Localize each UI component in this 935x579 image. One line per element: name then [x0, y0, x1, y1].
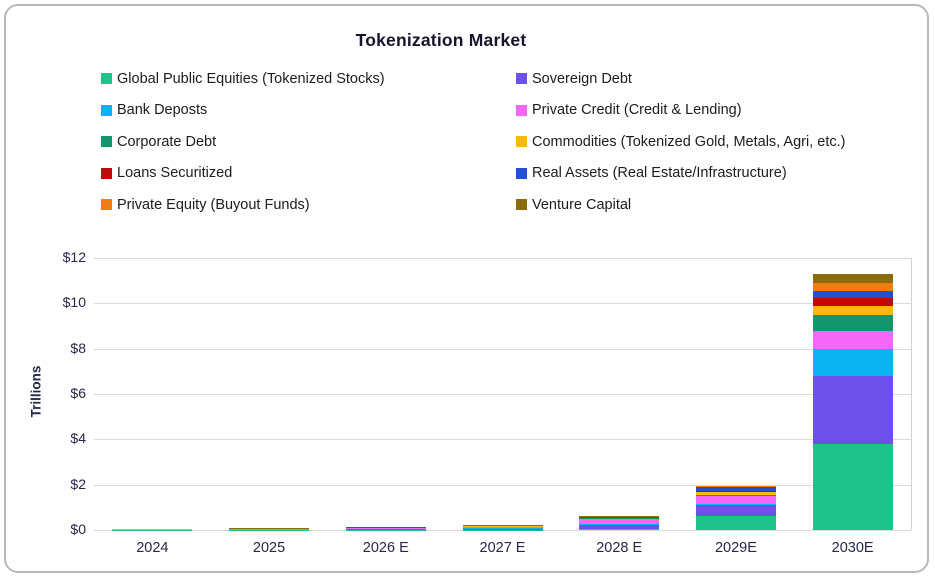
gridline	[94, 530, 911, 531]
gridline	[94, 348, 911, 350]
bar-segment	[812, 330, 893, 349]
gridline	[94, 303, 911, 305]
bar-segment	[812, 348, 893, 376]
legend-label: Commodities (Tokenized Gold, Metals, Agr…	[532, 133, 846, 150]
bar-segment	[695, 496, 776, 504]
legend-marker	[101, 199, 112, 210]
bar-2029E	[695, 485, 776, 530]
x-tick-label: 2030E	[831, 540, 874, 556]
x-tick-label: 2024	[136, 540, 169, 556]
legend-marker	[101, 73, 112, 84]
y-tick-label: $12	[62, 249, 86, 265]
legend-label: Global Public Equities (Tokenized Stocks…	[117, 70, 385, 87]
legend-item-1: Sovereign Debt	[516, 68, 845, 89]
bar-2028E	[579, 516, 660, 530]
bar-segment	[695, 505, 776, 517]
y-tick-label: $10	[62, 294, 86, 311]
gridline	[94, 439, 911, 441]
legend-item-8: Private Equity (Buyout Funds)	[101, 194, 516, 215]
legend-marker	[516, 104, 527, 116]
legend-marker	[516, 136, 527, 147]
legend-item-3: Private Credit (Credit & Lending)	[516, 100, 845, 121]
chart-card: Tokenization Market Global Public Equiti…	[4, 4, 929, 573]
legend-item-6: Loans Securitized	[101, 163, 516, 184]
legend-item-4: Corporate Debt	[101, 131, 516, 152]
bar-segment	[695, 486, 776, 491]
bar-segment	[695, 503, 776, 506]
bar-segment	[812, 273, 893, 283]
legend-marker	[101, 104, 112, 116]
legend-marker	[516, 167, 527, 179]
y-tick-label: $8	[70, 339, 86, 356]
legend-marker	[101, 167, 112, 179]
bar-segment	[579, 529, 660, 530]
legend-item-7: Real Assets (Real Estate/Infrastructure)	[516, 163, 845, 184]
legend-item-5: Commodities (Tokenized Gold, Metals, Agr…	[516, 131, 845, 152]
plot-area	[94, 258, 912, 531]
bar-2030E	[812, 273, 893, 530]
gridline	[94, 484, 911, 486]
legend-marker	[101, 136, 112, 147]
bar-segment	[812, 305, 893, 315]
bar-segment	[695, 490, 776, 492]
bar-segment	[812, 375, 893, 444]
x-tick-label: 2027 E	[479, 540, 526, 556]
y-tick-label: $0	[70, 521, 86, 537]
legend-label: Loans Securitized	[117, 165, 233, 181]
bar-segment	[812, 297, 893, 306]
chart-title: Tokenization Market	[355, 30, 527, 50]
bar-segment	[812, 283, 893, 291]
bar-segment	[695, 494, 776, 497]
legend-label: Real Assets (Real Estate/Infrastructure)	[532, 165, 787, 181]
legend-label: Corporate Debt	[117, 133, 217, 150]
bar-segment	[579, 516, 660, 517]
legend-marker	[516, 73, 527, 84]
x-tick-label: 2025	[252, 540, 286, 556]
bar-segment	[812, 314, 893, 331]
bar-2025	[229, 528, 310, 530]
x-tick-label: 2026 E	[362, 540, 409, 556]
bar-2027E	[462, 525, 543, 530]
bar-segment	[695, 491, 776, 495]
bar-segment	[462, 528, 543, 530]
bar-segment	[345, 528, 426, 530]
legend-label: Bank Deposts	[117, 102, 208, 118]
legend-label: Private Credit (Credit & Lending)	[532, 102, 742, 118]
legend-item-2: Bank Deposts	[101, 100, 516, 121]
legend-label: Sovereign Debt	[532, 70, 632, 87]
y-tick-label: $2	[70, 475, 86, 492]
legend-item-9: Venture Capital	[516, 194, 845, 215]
bar-segment	[579, 518, 660, 525]
bar-2026E	[345, 527, 426, 530]
x-tick-label: 2029E	[714, 540, 757, 556]
gridline	[94, 258, 911, 259]
bar-segment	[695, 516, 776, 530]
x-tick-label: 2028 E	[596, 540, 643, 556]
legend-marker	[516, 199, 527, 210]
bar-2024	[112, 529, 193, 530]
legend-label: Venture Capital	[532, 196, 632, 213]
legend-label: Private Equity (Buyout Funds)	[117, 196, 310, 213]
bar-segment	[812, 443, 893, 530]
legend-item-0: Global Public Equities (Tokenized Stocks…	[101, 68, 516, 89]
gridline	[94, 394, 911, 395]
y-tick-label: $4	[70, 430, 86, 447]
y-tick-label: $6	[70, 385, 86, 401]
bar-segment	[462, 526, 543, 529]
bar-segment	[579, 517, 660, 519]
bar-segment	[812, 290, 893, 298]
bar-segment	[579, 524, 660, 530]
legend: Global Public Equities (Tokenized Stocks…	[101, 68, 845, 215]
